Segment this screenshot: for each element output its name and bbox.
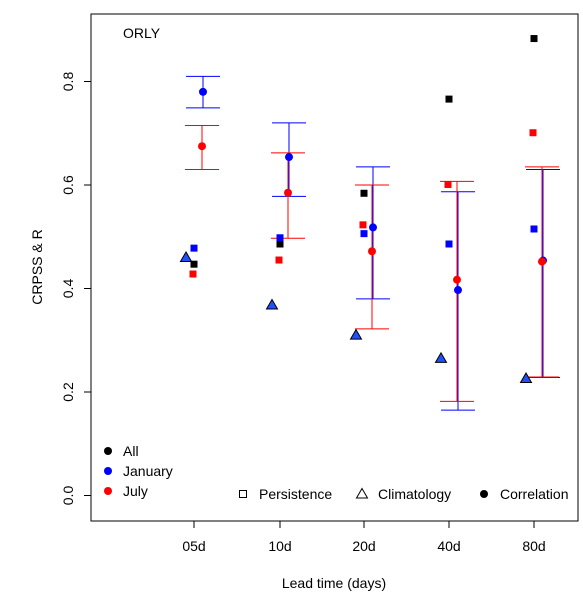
x-tick-label: 05d bbox=[182, 538, 205, 554]
persistence-point-july bbox=[359, 221, 367, 229]
persistence-point-july bbox=[189, 270, 197, 278]
x-axis: 05d 10d 20d 40d 80d bbox=[182, 520, 546, 554]
legend-marker-january bbox=[104, 467, 112, 475]
correlation-point-january bbox=[454, 286, 462, 295]
persistence-point-all bbox=[190, 260, 198, 268]
chart-marks bbox=[179, 35, 560, 411]
x-tick-label: 20d bbox=[352, 538, 375, 554]
x-tick-label: 10d bbox=[268, 538, 291, 554]
persistence-point-july bbox=[529, 129, 537, 137]
y-axis-label: CRPSS & R bbox=[29, 229, 45, 304]
correlation-point-july bbox=[284, 188, 292, 197]
persistence-point-all bbox=[445, 95, 453, 103]
y-tick-label: 0.6 bbox=[60, 175, 76, 195]
correlation-point-july bbox=[538, 257, 546, 266]
persistence-point-july bbox=[444, 180, 452, 188]
persistence-point-january bbox=[445, 240, 453, 248]
climatology-point bbox=[179, 250, 193, 262]
legend-marker-july bbox=[104, 487, 112, 495]
climatology-point bbox=[434, 351, 448, 363]
y-tick-label: 0.2 bbox=[60, 382, 76, 402]
persistence-point-january bbox=[360, 230, 368, 238]
x-tick-label: 40d bbox=[437, 538, 460, 554]
correlation-point-january bbox=[369, 223, 377, 232]
persistence-point-july bbox=[275, 256, 283, 264]
persistence-point-all bbox=[360, 189, 368, 197]
persistence-point-january bbox=[276, 234, 284, 242]
correlation-point-july bbox=[368, 247, 376, 256]
legend-triangle-icon bbox=[355, 487, 369, 499]
chart-title: ORLY bbox=[123, 25, 161, 41]
persistence-point-january bbox=[190, 244, 198, 252]
legend-square-icon bbox=[239, 490, 247, 498]
legend-label-persistence: Persistence bbox=[259, 486, 332, 502]
x-tick-label: 80d bbox=[522, 538, 545, 554]
legend-label-all: All bbox=[123, 443, 139, 459]
plot-frame bbox=[90, 13, 579, 522]
legend-marker-all bbox=[104, 447, 112, 455]
x-axis-label: Lead time (days) bbox=[282, 575, 386, 591]
y-axis: 0.0 0.2 0.4 0.6 0.8 bbox=[60, 72, 92, 506]
legend-label-climatology: Climatology bbox=[378, 486, 451, 502]
correlation-point-july bbox=[453, 275, 461, 284]
persistence-point-all bbox=[276, 240, 284, 248]
climatology-point bbox=[349, 328, 363, 340]
persistence-point-all bbox=[530, 35, 538, 43]
climatology-point bbox=[519, 372, 533, 384]
persistence-point-january bbox=[530, 225, 538, 233]
y-tick-label: 0.4 bbox=[60, 279, 76, 299]
y-tick-label: 0.8 bbox=[60, 72, 76, 92]
legend: All January July Persistence Climatology Corr… bbox=[104, 443, 568, 502]
legend-label-correlation: Correlation bbox=[500, 486, 568, 502]
legend-circle-icon bbox=[480, 490, 488, 498]
climatology-point bbox=[265, 298, 279, 310]
legend-label-july: July bbox=[123, 483, 148, 499]
correlation-point-january bbox=[285, 153, 293, 162]
correlation-point-january bbox=[199, 87, 207, 96]
legend-label-january: January bbox=[123, 463, 173, 479]
y-tick-label: 0.0 bbox=[60, 486, 76, 506]
correlation-point-july bbox=[198, 142, 206, 151]
